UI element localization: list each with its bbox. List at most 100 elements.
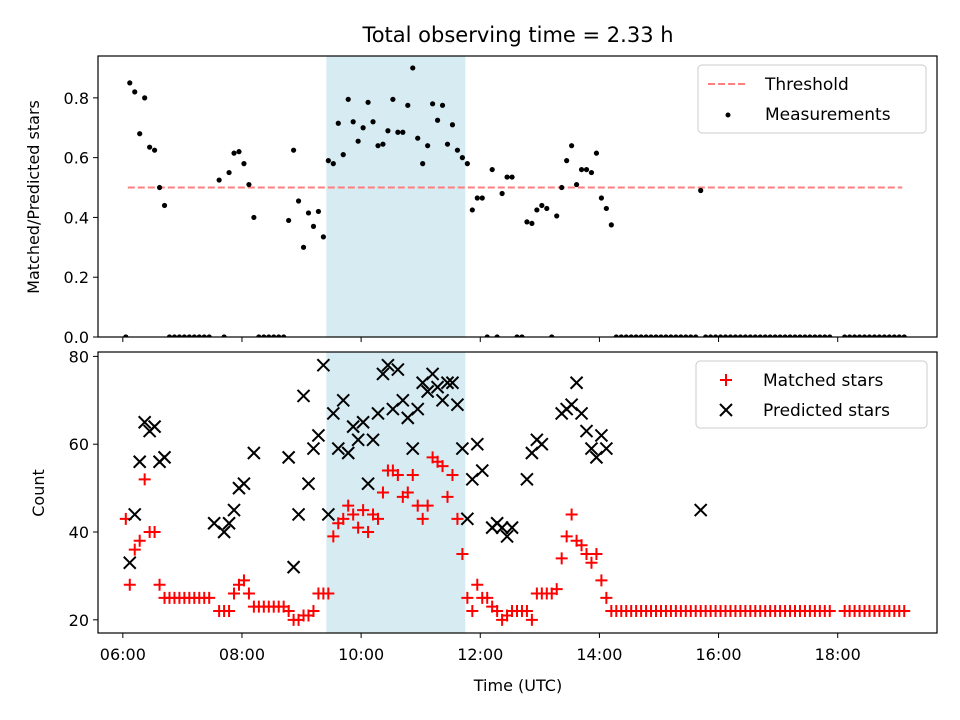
measurement-point [777,334,783,337]
matched-point [153,578,166,591]
chart-title: Total observing time = 2.33 h [361,23,673,47]
predicted-point [569,376,584,390]
measurement-point [722,334,729,337]
predicted-point [599,441,614,456]
ratio-y-axis-label: Matched/Predicted stars [24,100,43,294]
measurement-point [434,117,441,123]
measurement-point [216,177,222,183]
measurement-point [583,166,590,173]
measurement-point [241,161,247,167]
measurement-point [335,120,341,126]
measurement-point [608,222,614,228]
y-tick-label: 80 [69,347,89,366]
matched-point [401,486,414,499]
measurement-point [464,161,470,167]
measurement-point [176,334,183,337]
measurement-point [191,334,197,337]
matched-point [357,504,370,517]
measurement-point [688,334,694,337]
matched-point [416,512,429,525]
measurement-point [782,334,788,337]
x-tick-label: 06:00 [100,645,146,664]
matched-point [406,468,419,481]
measurement-point [459,155,465,161]
predicted-point [391,362,405,377]
measurement-point [524,219,530,225]
predicted-point [371,406,385,421]
matched-point [590,547,603,560]
measurement-point [827,334,833,337]
matched-point [148,526,161,539]
predicted-point [584,441,599,456]
measurement-point [847,334,853,337]
measurements-legend-label: Measurements [765,105,891,125]
measurement-point [717,334,724,337]
measurement-point [549,334,555,337]
measurement-point [196,334,202,337]
measurement-point [137,131,143,137]
measurement-point [678,334,684,337]
predicted-point [440,376,455,390]
matched-point [600,591,613,604]
predicted-point [420,384,435,399]
measurement-point [767,334,773,337]
measurement-point [365,99,371,105]
measurement-point [588,169,595,176]
count-legend-box [695,360,928,429]
predicted-legend-label: Predicted stars [763,401,890,421]
predicted-point [535,437,549,451]
matched-point [203,591,216,604]
measurement-point [881,334,887,337]
measurement-point [261,334,267,337]
measurement-point [385,128,391,134]
predicted-point [217,525,231,539]
count-axes-frame [97,351,938,634]
measurement-point [305,210,312,216]
measurement-point [360,125,366,131]
x-tick-label: 12:00 [457,645,503,664]
ratio-y-ticks: 0.0 0.2 0.4 0.6 0.8 [64,89,98,347]
predicted-point [500,529,514,544]
measurement-point [519,334,525,337]
matched-point [481,591,494,604]
predicted-point [296,389,311,403]
predicted-point [411,402,425,416]
predicted-point [574,406,589,421]
predicted-point [306,441,321,456]
predicted-point [579,424,594,438]
measurement-point [673,334,679,337]
measurement-point [420,161,426,167]
measurement-point [355,138,361,144]
measurement-point [564,158,570,164]
matched-point [461,591,474,604]
matched-point [456,547,469,560]
count-y-ticks: 20 40 60 80 [69,347,98,630]
measurement-point [603,205,609,212]
predicted-point [366,433,380,447]
matched-point [128,543,141,556]
measurement-point [276,334,282,337]
measurement-point [613,334,619,337]
measurement-point [469,207,475,213]
measurement-point [842,334,848,337]
matched-point [376,486,389,499]
measurement-point [186,334,192,337]
matched-point [371,512,384,525]
measurement-point [643,334,649,337]
predicted-point [351,433,365,447]
matched-point [342,499,355,512]
measurement-point [400,129,406,135]
measurement-point [732,334,739,337]
count-y-axis-label: Count [29,469,48,517]
predicted-point [331,441,345,456]
measurement-point [703,334,709,337]
measurement-point [663,334,669,337]
measurement-point [693,334,699,337]
measurement-point [812,334,818,337]
matched-point [133,534,146,547]
predicted-point [455,441,470,456]
measurement-point [891,334,897,337]
matched-point [362,526,375,539]
measurement-point [171,334,178,337]
predicted-point [311,428,326,443]
